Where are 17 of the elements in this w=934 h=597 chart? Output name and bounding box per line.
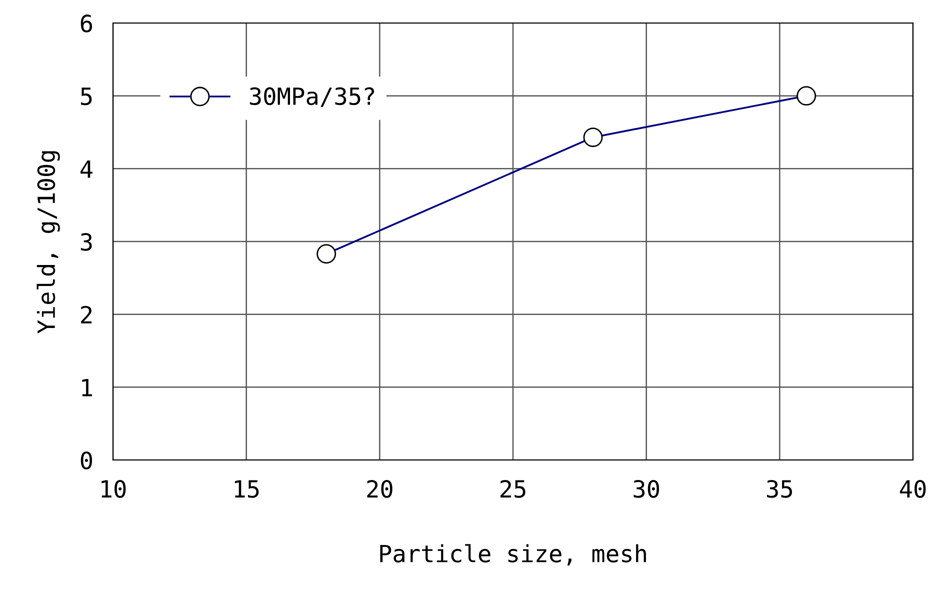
y-tick-label: 0 — [80, 452, 92, 470]
y-axis-title: Yield, g/100g — [36, 151, 60, 334]
x-tick-label: 30 — [634, 480, 660, 498]
y-tick-label: 1 — [82, 378, 92, 396]
y-tick-label: 6 — [80, 14, 92, 32]
x-axis-title: Particle size, mesh — [380, 544, 646, 566]
x-tick-label: 20 — [367, 480, 392, 498]
y-tick-label: 4 — [80, 160, 92, 178]
x-tick-label: 35 — [767, 480, 792, 498]
x-tick-label: 40 — [900, 480, 926, 498]
y-tick-label: 5 — [80, 88, 92, 106]
y-tick-label: 3 — [80, 233, 92, 251]
x-tick-label: 15 — [234, 480, 259, 498]
legend-label: 30MPa/35? — [250, 87, 374, 107]
y-tick-label: 2 — [81, 306, 92, 324]
x-tick-label: 25 — [500, 480, 526, 498]
x-tick-label: 10 — [102, 480, 126, 498]
